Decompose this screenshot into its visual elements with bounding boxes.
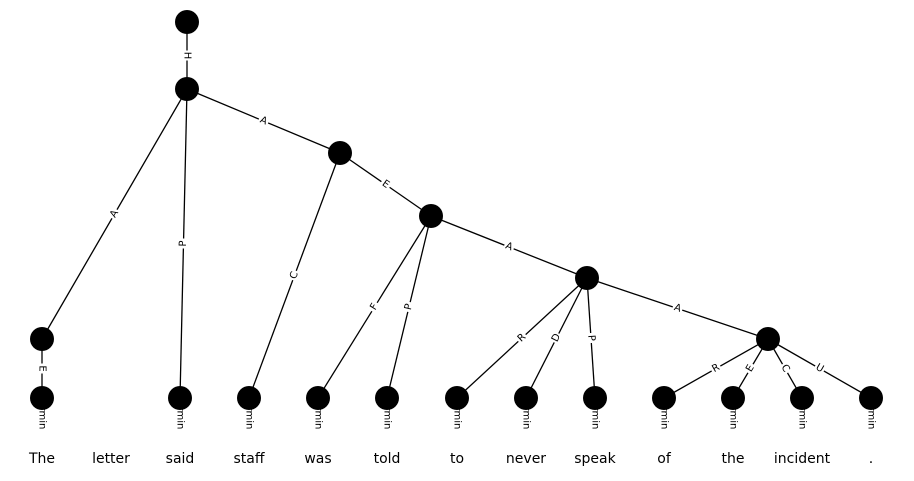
node-t4 <box>306 386 330 410</box>
node-n5 <box>756 327 780 351</box>
terminal-label: Termin <box>797 395 808 429</box>
edge-label-text: C <box>288 270 301 280</box>
token-word: told <box>374 451 401 467</box>
edge-label-a: A <box>502 239 516 255</box>
terminal-label: Termin <box>866 395 877 429</box>
edge-label-c: C <box>777 361 793 376</box>
terminal-label: Termin <box>728 395 739 429</box>
edge-label-a: A <box>256 113 271 129</box>
node-t11 <box>790 386 814 410</box>
terminal-label: Termin <box>659 395 670 429</box>
edge-label-text: F <box>368 301 381 312</box>
node-n6 <box>30 327 54 351</box>
edge-label-text: H <box>182 52 193 60</box>
edge-label-f: F <box>366 299 383 315</box>
terminal-label: Termin <box>521 395 532 429</box>
terminal-label: Termin <box>590 395 601 429</box>
edge-label-u: U <box>812 360 827 377</box>
edge-label-text: P <box>178 240 189 246</box>
node-t7 <box>514 386 538 410</box>
node-n1 <box>175 77 199 101</box>
node-t6 <box>445 386 469 410</box>
edge-label-text: P <box>403 303 415 311</box>
edge-label-p: P <box>177 238 190 249</box>
token-word: was <box>304 451 331 467</box>
edge-label-text: U <box>814 362 826 375</box>
edge-label-text: A <box>108 208 121 220</box>
edge-label-text: E <box>380 178 391 191</box>
edge-label-e: E <box>742 361 759 376</box>
node-t0 <box>30 386 54 410</box>
token-word: speak <box>574 451 616 467</box>
node-t9 <box>652 386 676 410</box>
token-word: to <box>450 451 464 467</box>
token-word: the <box>722 451 745 467</box>
edge-label-text: A <box>673 302 683 315</box>
terminal-label: Termin <box>37 395 48 429</box>
node-n3 <box>419 204 443 228</box>
node-t5 <box>375 386 399 410</box>
node-n2 <box>328 141 352 165</box>
node-root <box>175 10 199 34</box>
edge-label-text: P <box>585 335 596 342</box>
terminal-label: Termin <box>452 395 463 429</box>
token-word: . <box>869 451 873 467</box>
edge-label-h: H <box>181 50 193 61</box>
edge-label-text: E <box>37 365 48 371</box>
node-t12 <box>859 386 883 410</box>
terminal-label: Termin <box>313 395 324 429</box>
edges-layer: H A P A E C E F P A R D P A R E C U <box>36 22 872 399</box>
token-word: of <box>657 451 672 467</box>
edge-label-text: R <box>710 362 722 375</box>
token-word: incident <box>774 451 831 467</box>
edge-label-p: P <box>401 300 417 314</box>
edge-label-p: P <box>584 332 598 344</box>
edge-label-d: D <box>548 330 565 346</box>
node-t8 <box>583 386 607 410</box>
edge-label-text: C <box>778 363 791 375</box>
edge-label-r: R <box>514 330 530 346</box>
edge-label-text: A <box>504 241 515 254</box>
node-t10 <box>721 386 745 410</box>
sentence-tokens: The letter said staff was told to never speak of t… <box>28 451 873 467</box>
nodes-layer: Termin Termin Termin Termin Termin Termin Term… <box>30 10 883 429</box>
edge-label-a: A <box>670 301 685 316</box>
terminal-label: Termin <box>382 395 393 429</box>
terminal-label: Termin <box>244 395 255 429</box>
edge-label-text: E <box>744 363 757 374</box>
node-n4 <box>575 266 599 290</box>
edge-label-r: R <box>708 360 724 377</box>
node-t3 <box>237 386 261 410</box>
token-word: staff <box>233 451 264 467</box>
edge-label-text: A <box>258 115 269 128</box>
edge-label-c: C <box>287 268 302 283</box>
token-word: never <box>506 451 546 467</box>
edge-label-a: A <box>106 206 123 222</box>
node-t2 <box>168 386 192 410</box>
edge-label-e: E <box>377 176 394 193</box>
token-word: letter <box>92 451 130 467</box>
token-word: said <box>166 451 195 467</box>
token-word: The <box>28 451 55 467</box>
edge-label-e: E <box>36 363 48 374</box>
terminal-label: Termin <box>175 395 186 429</box>
